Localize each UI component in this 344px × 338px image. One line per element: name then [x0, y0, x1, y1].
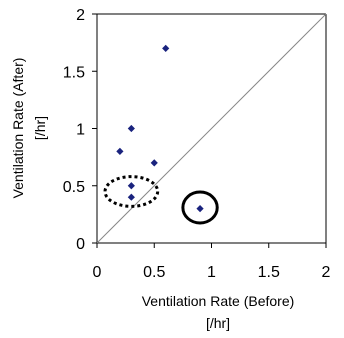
x-tick-label: 2	[322, 264, 331, 281]
y-axis-unit: [/hr]	[32, 116, 48, 140]
data-point	[162, 44, 170, 52]
x-axis-label: Ventilation Rate (Before)	[142, 293, 295, 309]
data-point	[116, 147, 124, 155]
data-point	[127, 193, 135, 201]
y-axis-tick-labels: 0 0.5 1 1.5 2	[63, 7, 85, 253]
y-tick-label: 1	[76, 122, 85, 139]
x-tick-label: 1.5	[258, 264, 280, 281]
reference-line-y-equals-x	[96, 13, 327, 244]
data-point	[196, 205, 204, 213]
data-points	[116, 44, 204, 213]
x-axis-ticks	[96, 243, 327, 248]
y-tick-label: 0	[76, 236, 85, 253]
y-tick-label: 0.5	[63, 179, 85, 196]
y-axis-ticks	[92, 13, 97, 244]
y-tick-label: 1.5	[63, 64, 85, 81]
data-point	[127, 124, 135, 133]
x-tick-label: 0	[93, 264, 102, 281]
y-axis-label: Ventilation Rate (After)	[10, 58, 26, 199]
x-tick-label: 1	[207, 264, 216, 281]
annotation-ellipses	[103, 175, 219, 225]
y-tick-label: 2	[76, 7, 85, 24]
x-axis-tick-labels: 0 0.5 1 1.5 2	[93, 264, 331, 281]
data-point	[150, 159, 158, 167]
x-axis-unit: [/hr]	[206, 315, 230, 331]
data-point	[127, 182, 135, 190]
x-tick-label: 0.5	[143, 264, 165, 281]
dotted-highlight-ellipse	[103, 175, 160, 208]
solid-highlight-ellipse	[181, 190, 219, 225]
